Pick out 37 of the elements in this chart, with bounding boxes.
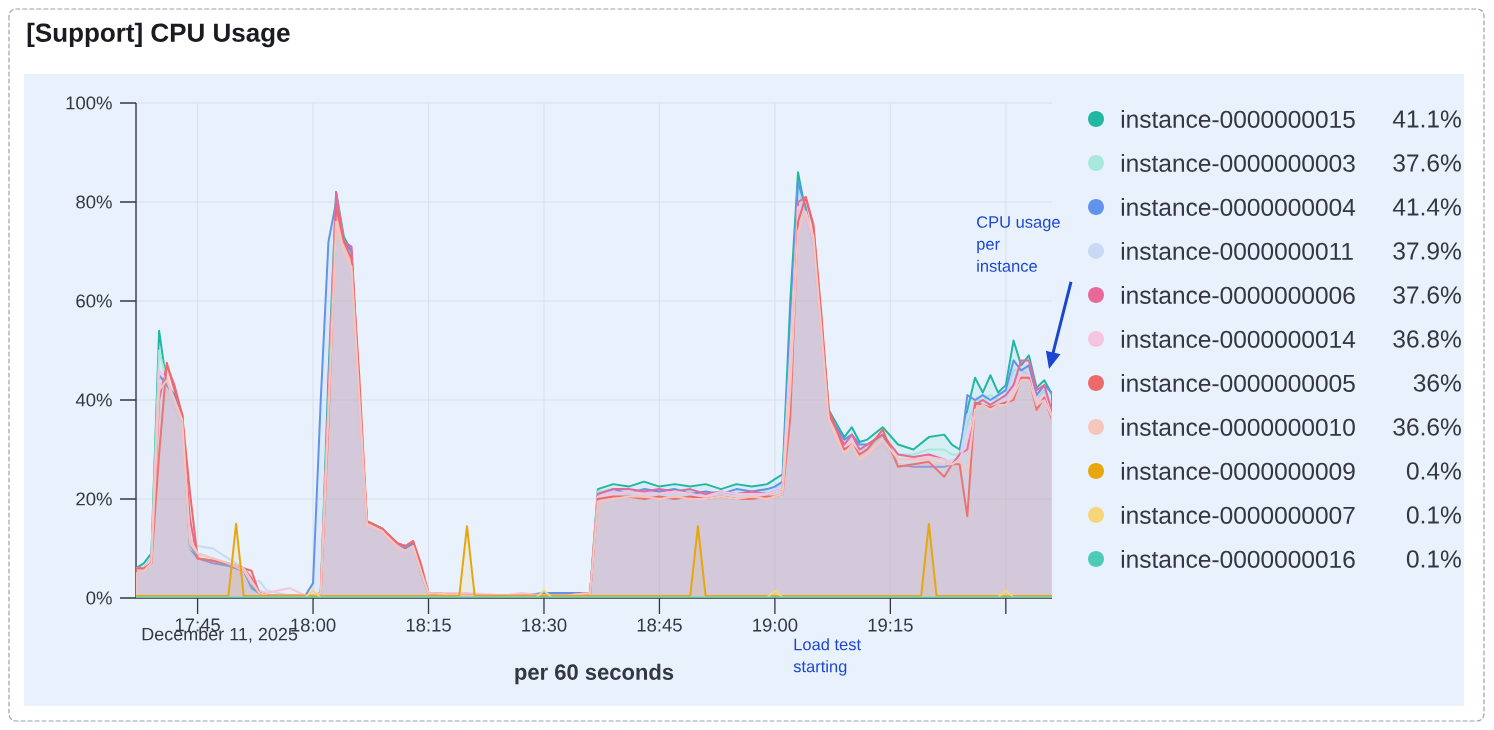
text: 37.6% bbox=[1393, 286, 1461, 304]
legend-label: instance-0000000009 bbox=[1121, 461, 1355, 480]
legend-label: instance-0000000015 bbox=[1121, 109, 1355, 128]
y-tick-label: 100% bbox=[66, 96, 112, 110]
x-axis-title: per 60 seconds bbox=[515, 663, 674, 685]
text: 41.1% bbox=[1392, 110, 1461, 128]
text: 36.8% bbox=[1393, 330, 1461, 348]
text: 41.4% bbox=[1392, 198, 1461, 216]
text: 0.4% bbox=[1406, 462, 1461, 480]
text: 37.9% bbox=[1393, 242, 1461, 260]
y-tick-label: 20% bbox=[76, 492, 112, 506]
legend-label: instance-0000000010 bbox=[1121, 417, 1355, 436]
text: 0.1% bbox=[1406, 506, 1461, 524]
x-tick-label: 18:45 bbox=[637, 618, 682, 632]
x-tick-label: 18:30 bbox=[522, 618, 567, 632]
legend-label: instance-0000000011 bbox=[1121, 241, 1353, 260]
text: 37.6% bbox=[1393, 154, 1461, 172]
y-tick-label: 80% bbox=[76, 195, 112, 209]
chart-title: [Support] CPU Usage bbox=[27, 22, 290, 48]
text: 0.1% bbox=[1406, 550, 1461, 568]
legend-label: instance-0000000014 bbox=[1121, 329, 1356, 348]
legend-label: instance-0000000004 bbox=[1121, 197, 1356, 216]
y-tick-label: 60% bbox=[76, 294, 112, 308]
x-tick-label: 19:15 bbox=[868, 618, 913, 632]
text: 36.6% bbox=[1393, 418, 1461, 436]
text: Load test starting bbox=[793, 638, 861, 676]
legend-label: instance-0000000005 bbox=[1121, 373, 1355, 392]
text: 36% bbox=[1413, 374, 1461, 392]
x-tick-label: 19:00 bbox=[753, 618, 798, 632]
y-tick-label: 40% bbox=[75, 393, 112, 407]
legend-label: instance-0000000016 bbox=[1121, 549, 1355, 568]
annotation: CPU usage per instance bbox=[977, 216, 1060, 272]
x-tick-label: 18:15 bbox=[406, 618, 451, 632]
legend-label: instance-0000000006 bbox=[1121, 285, 1355, 304]
y-tick-label: 0% bbox=[86, 591, 112, 605]
legend-label: instance-0000000003 bbox=[1121, 153, 1355, 172]
legend-label: instance-0000000007 bbox=[1121, 505, 1355, 524]
